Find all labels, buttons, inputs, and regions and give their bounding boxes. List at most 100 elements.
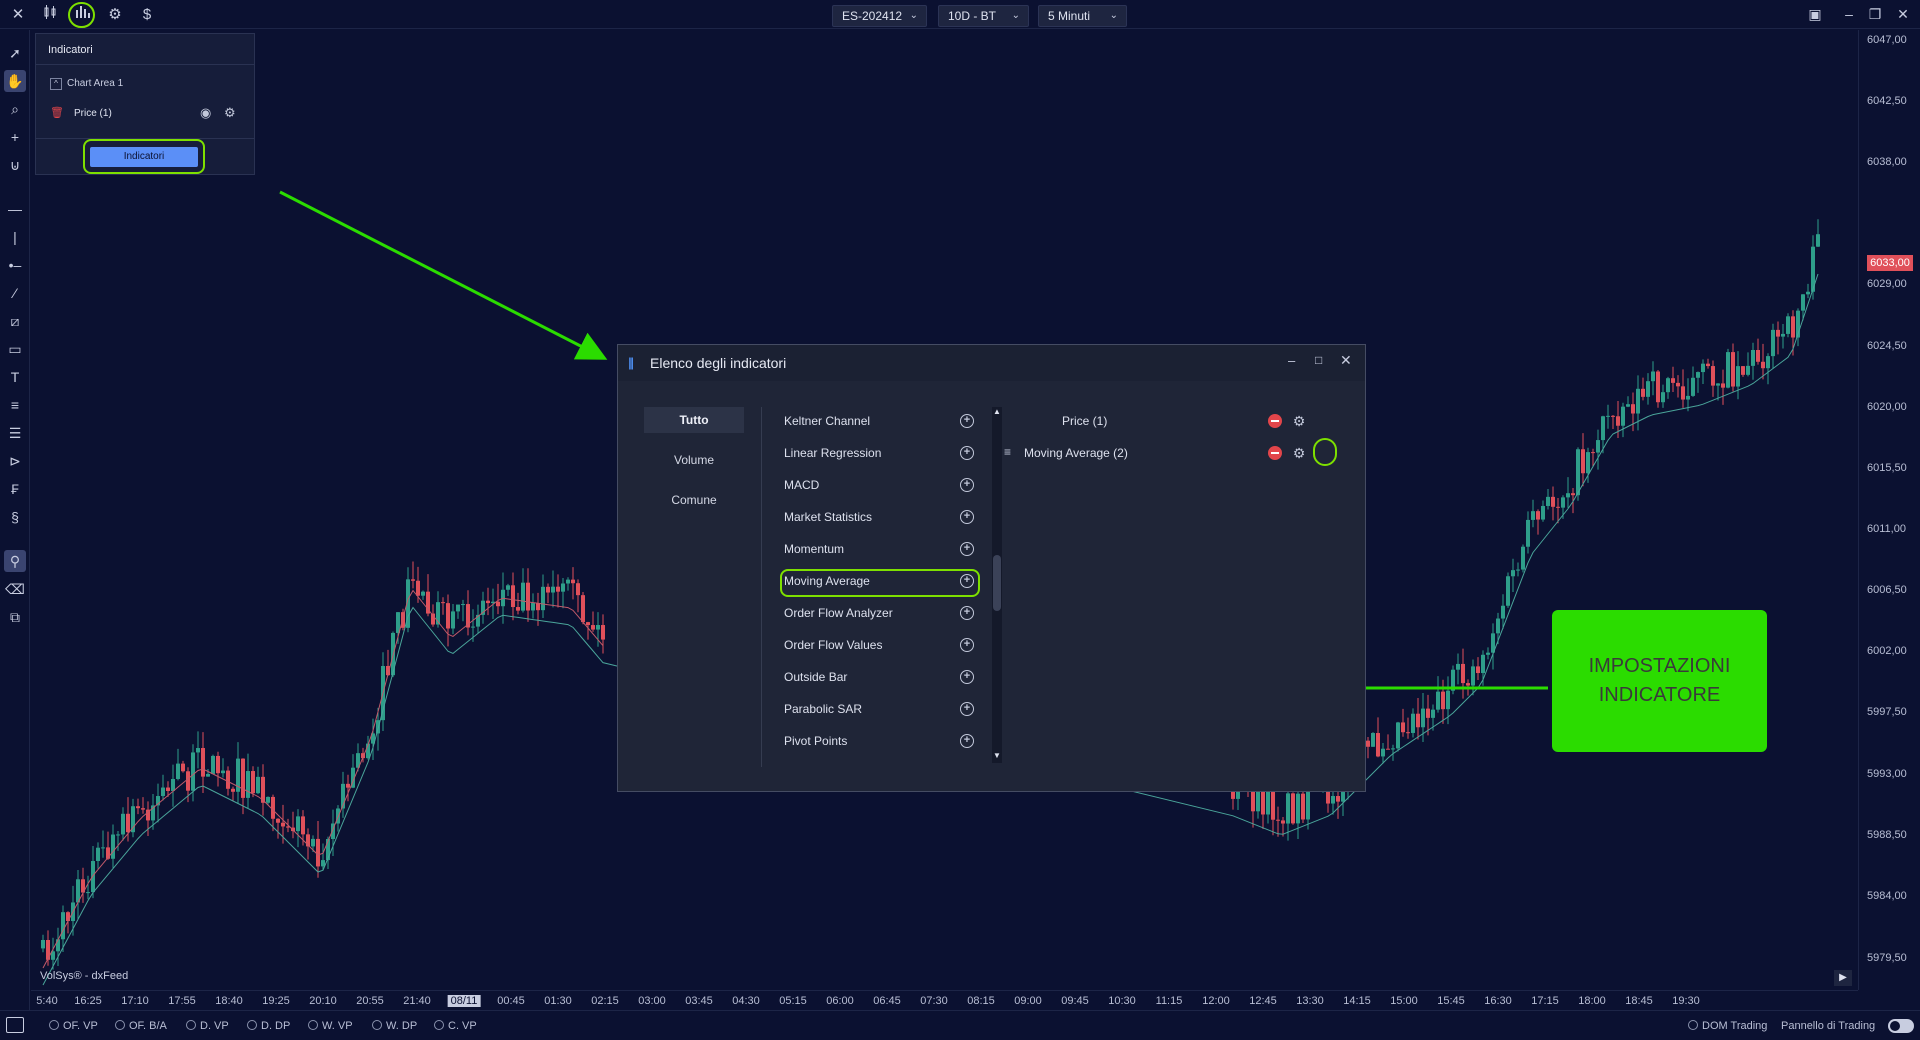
settings-gear-icon[interactable]: ⚙ [108, 6, 122, 23]
period-dropdown[interactable]: 10D - BT ⌄ [938, 5, 1029, 27]
scroll-up-icon[interactable]: ▲ [993, 407, 1001, 416]
vertical-line-icon[interactable]: | [13, 229, 17, 245]
eraser-icon[interactable]: ⌫ [5, 581, 25, 597]
indicator-moving-average[interactable]: Moving Average + [784, 568, 984, 594]
zoom-icon[interactable]: ⌕ [11, 101, 19, 117]
candle-body [1691, 377, 1695, 396]
add-circle-icon[interactable]: + [960, 574, 974, 588]
scroll-right-button[interactable]: ▶ [1834, 970, 1852, 986]
indicator-keltner-channel[interactable]: Keltner Channel + [784, 408, 984, 434]
category-tutto[interactable]: Tutto [644, 407, 744, 433]
active-indicator-moving-average[interactable]: ≡ Moving Average (2) ⚙ [1004, 440, 1324, 466]
divider [36, 64, 254, 65]
candle-body [296, 816, 300, 832]
add-circle-icon[interactable]: + [960, 510, 974, 524]
add-circle-icon[interactable]: + [960, 638, 974, 652]
close-icon[interactable]: ✕ [1340, 352, 1352, 368]
add-circle-icon[interactable]: + [960, 670, 974, 684]
add-circle-icon[interactable]: + [960, 702, 974, 716]
dollar-icon[interactable]: $ [142, 6, 152, 23]
trading-panel-switch[interactable] [1888, 1019, 1914, 1033]
settings-gear-icon[interactable]: ⚙ [1292, 445, 1306, 461]
study-w-vp[interactable]: W. VP [308, 1020, 353, 1032]
indicator-order-flow-analyzer[interactable]: Order Flow Analyzer + [784, 600, 984, 626]
price-chart[interactable] [31, 30, 1858, 990]
collapse-icon[interactable]: ^ [50, 78, 62, 90]
candle-body [1426, 708, 1430, 718]
price-tool-icon[interactable]: ₣ [11, 481, 19, 497]
category-comune[interactable]: Comune [671, 493, 717, 507]
indicator-linear-regression[interactable]: Linear Regression + [784, 440, 984, 466]
levels-icon[interactable]: ☰ [8, 425, 22, 441]
time-tick-label: 05:15 [779, 995, 807, 1007]
indicator-pivot-points[interactable]: Pivot Points + [784, 728, 984, 754]
clone-icon[interactable]: ⧉ [10, 609, 20, 625]
scrollbar-thumb[interactable] [993, 555, 1001, 611]
remove-icon[interactable] [1268, 414, 1282, 428]
indicator-parabolic-sar[interactable]: Parabolic SAR + [784, 696, 984, 722]
volume-profile-icon[interactable]: ⊳ [9, 453, 21, 469]
candle-body [1541, 505, 1545, 520]
hand-icon[interactable]: ✋ [4, 70, 26, 92]
study-of-ba[interactable]: OF. B/A [115, 1020, 167, 1032]
cursor-icon[interactable]: ➚ [9, 45, 21, 61]
remove-icon[interactable] [1268, 446, 1282, 460]
study-of-vp[interactable]: OF. VP [49, 1020, 98, 1032]
candle-body [1636, 388, 1640, 414]
scroll-down-icon[interactable]: ▼ [993, 751, 1001, 760]
add-circle-icon[interactable]: + [960, 542, 974, 556]
indicators-icon[interactable] [71, 4, 93, 26]
text-icon[interactable]: T [10, 369, 20, 385]
channel-icon[interactable]: ⧄ [10, 313, 20, 329]
magnet-icon[interactable]: ⊍ [9, 157, 21, 173]
horizontal-line-icon[interactable]: — [8, 201, 22, 217]
trend-line-icon[interactable]: ⁄ [13, 285, 17, 301]
active-indicator-price[interactable]: Price (1) ⚙ [1004, 408, 1324, 434]
study-w-dp[interactable]: W. DP [372, 1020, 417, 1032]
add-circle-icon[interactable]: + [960, 414, 974, 428]
add-circle-icon[interactable]: + [960, 446, 974, 460]
dom-trading-toggle[interactable]: DOM Trading [1688, 1020, 1767, 1032]
panel-toggle-icon[interactable] [6, 1017, 24, 1033]
minimize-icon[interactable]: – [1288, 353, 1296, 368]
restore-icon[interactable]: ❐ [1868, 6, 1882, 22]
symbol-dropdown[interactable]: ES-202412 ⌄ [832, 5, 927, 27]
study-c-vp[interactable]: C. VP [434, 1020, 477, 1032]
candle-body [161, 787, 165, 797]
indicator-macd[interactable]: MACD + [784, 472, 984, 498]
gear-icon[interactable]: ⚙ [224, 105, 236, 120]
layout-icon[interactable]: ▣ [1808, 6, 1822, 22]
drag-handle-icon[interactable]: ≡ [1004, 445, 1012, 459]
time-tick-label: 08:15 [967, 995, 995, 1007]
close-icon[interactable]: ✕ [11, 6, 25, 23]
rectangle-icon[interactable]: ▭ [8, 341, 22, 357]
category-volume[interactable]: Volume [673, 453, 715, 467]
lock-drawing-icon[interactable]: ⚲ [4, 550, 26, 572]
crosshair-icon[interactable]: + [10, 129, 20, 145]
eye-icon[interactable]: ◉ [200, 105, 212, 120]
ray-icon[interactable]: •– [8, 257, 22, 273]
price-axis[interactable]: 6047,00 6042,50 6038,00 6029,00 6024,50 6020,… [1858, 30, 1920, 990]
measure-icon[interactable]: § [11, 509, 19, 525]
candlestick-icon[interactable] [39, 4, 61, 26]
candle-body [1616, 416, 1620, 426]
study-d-vp[interactable]: D. VP [186, 1020, 229, 1032]
indicator-momentum[interactable]: Momentum + [784, 536, 984, 562]
time-axis[interactable]: 5:40 16:25 17:10 17:55 18:40 19:25 20:10 20:55 2… [31, 990, 1858, 1010]
minimize-icon[interactable]: – [1845, 6, 1853, 22]
settings-gear-icon[interactable]: ⚙ [1292, 413, 1306, 429]
timeframe-dropdown[interactable]: 5 Minuti ⌄ [1038, 5, 1127, 27]
candle-body [1631, 404, 1635, 414]
add-circle-icon[interactable]: + [960, 478, 974, 492]
add-circle-icon[interactable]: + [960, 606, 974, 620]
maximize-icon[interactable]: □ [1315, 353, 1323, 367]
close-window-icon[interactable]: ✕ [1897, 6, 1909, 22]
add-circle-icon[interactable]: + [960, 734, 974, 748]
trash-icon[interactable]: 🗑 [50, 107, 64, 119]
indicator-market-statistics[interactable]: Market Statistics + [784, 504, 984, 530]
indicators-button[interactable]: Indicatori [90, 147, 198, 167]
study-d-dp[interactable]: D. DP [247, 1020, 290, 1032]
indicator-order-flow-values[interactable]: Order Flow Values + [784, 632, 984, 658]
indicator-outside-bar[interactable]: Outside Bar + [784, 664, 984, 690]
fibonacci-icon[interactable]: ≡ [10, 397, 20, 413]
